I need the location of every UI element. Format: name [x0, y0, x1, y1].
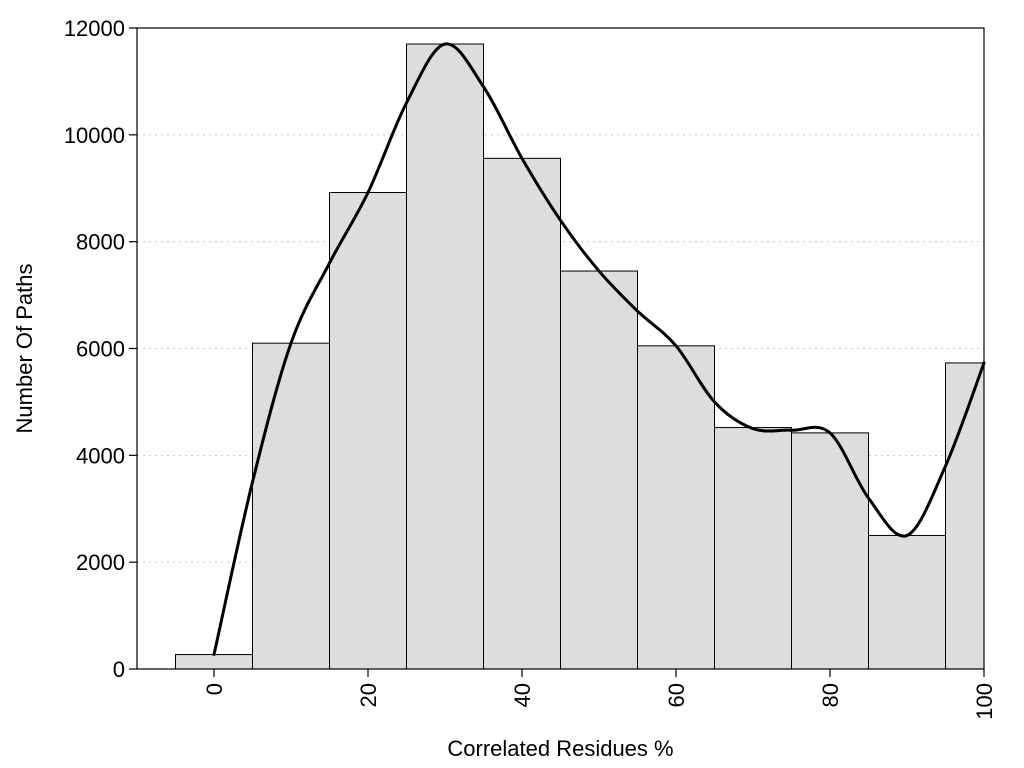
- bar-50: [560, 270, 638, 670]
- y-axis-label: Number Of Paths: [12, 264, 37, 434]
- bar-0: [175, 654, 253, 670]
- y-tick-label-0: 0: [113, 657, 125, 682]
- y-tick-label-2000: 2000: [76, 550, 125, 575]
- x-tick-label-80: 80: [818, 683, 843, 707]
- bar-10: [252, 342, 330, 670]
- x-tick-label-0: 0: [202, 683, 227, 695]
- density-curve: [212, 42, 986, 657]
- y-tick-label-4000: 4000: [76, 443, 125, 468]
- x-axis-label: Correlated Residues %: [447, 736, 673, 761]
- x-axis-ticks: 0 20 40 60 80 100: [202, 669, 997, 720]
- bar-70: [714, 427, 792, 670]
- y-axis-ticks: 0 2000 4000 6000 8000 10000 12000: [64, 16, 137, 682]
- bar-100: [945, 362, 985, 670]
- y-tick-label-12000: 12000: [64, 16, 125, 41]
- histogram-bars: [175, 43, 985, 670]
- bar-80: [791, 432, 869, 670]
- bar-90: [868, 534, 946, 670]
- bar-20: [329, 192, 407, 670]
- bar-30: [406, 43, 484, 670]
- x-tick-label-20: 20: [356, 683, 381, 707]
- y-tick-label-10000: 10000: [64, 123, 125, 148]
- bar-60: [637, 345, 715, 670]
- x-tick-label-60: 60: [664, 683, 689, 707]
- x-tick-label-100: 100: [972, 683, 997, 720]
- y-tick-label-8000: 8000: [76, 230, 125, 255]
- bar-40: [483, 157, 561, 670]
- x-tick-label-40: 40: [510, 683, 535, 707]
- y-tick-label-6000: 6000: [76, 337, 125, 362]
